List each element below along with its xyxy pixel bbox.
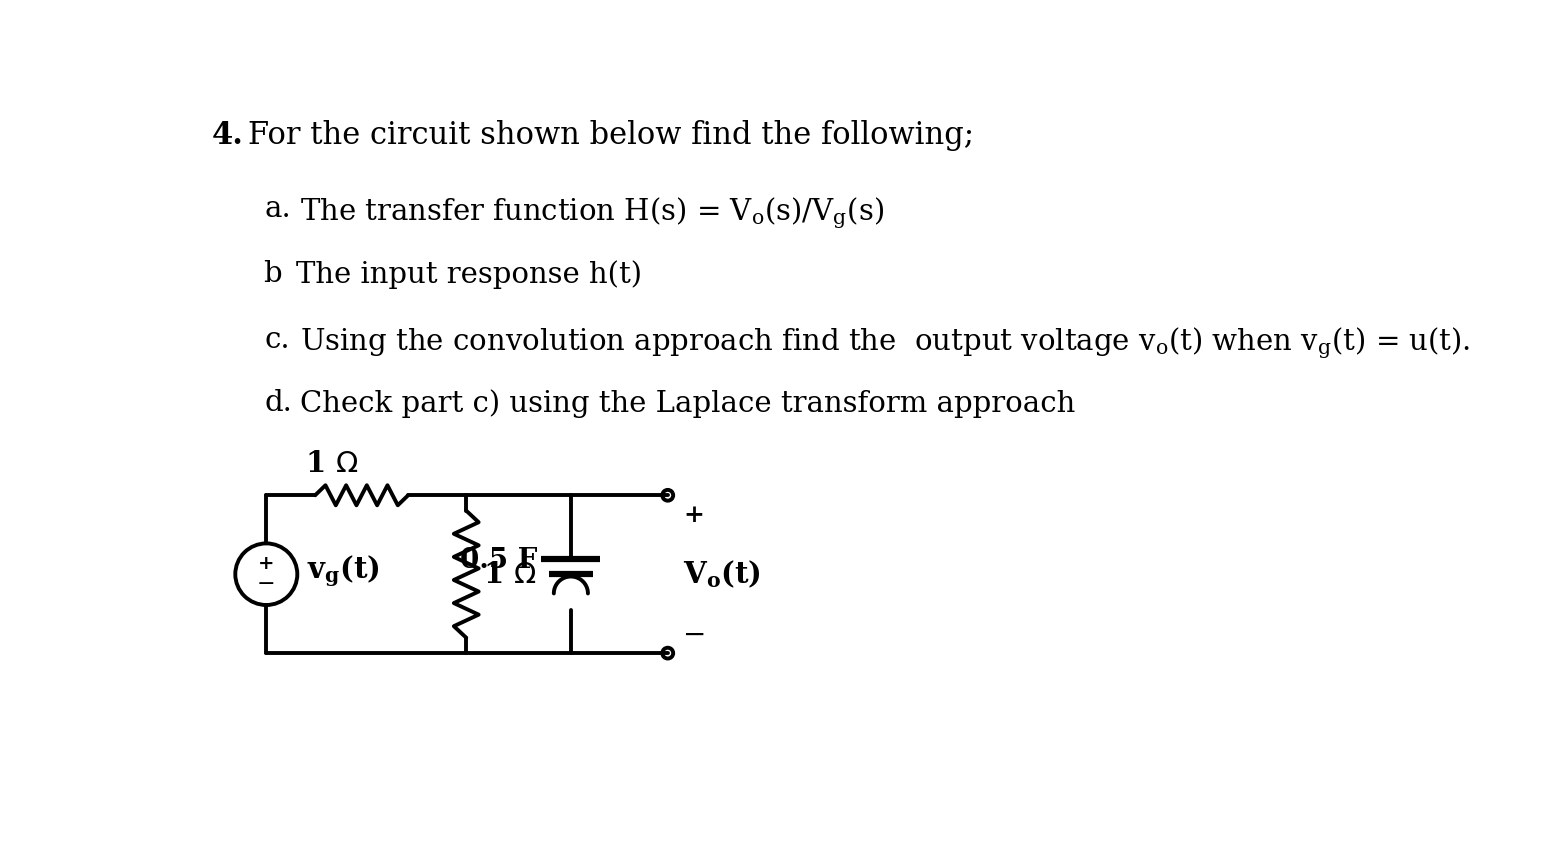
Text: a.: a.	[265, 195, 292, 223]
Circle shape	[663, 490, 674, 501]
Text: −: −	[683, 622, 707, 649]
Text: The transfer function H(s) = V$_\mathregular{o}$(s)/V$_\mathregular{g}$(s): The transfer function H(s) = V$_\mathreg…	[300, 195, 883, 231]
Text: c.: c.	[265, 326, 290, 354]
Text: For the circuit shown below find the following;: For the circuit shown below find the fol…	[248, 120, 973, 151]
Text: −: −	[257, 573, 276, 595]
Text: +: +	[257, 555, 275, 573]
Text: +: +	[683, 503, 704, 527]
Text: d.: d.	[265, 389, 293, 417]
Text: 1 $\Omega$: 1 $\Omega$	[306, 450, 359, 478]
Text: v$_\mathregular{g}$(t): v$_\mathregular{g}$(t)	[307, 553, 379, 589]
Circle shape	[663, 647, 674, 658]
Text: 4.: 4.	[212, 120, 243, 151]
Text: 1 $\Omega$: 1 $\Omega$	[484, 560, 537, 589]
Text: b: b	[264, 260, 282, 289]
Text: 0.5 F: 0.5 F	[460, 546, 538, 574]
Text: Using the convolution approach find the  output voltage v$_\mathregular{o}$(t) w: Using the convolution approach find the …	[300, 326, 1470, 361]
Text: V$_\mathregular{o}$(t): V$_\mathregular{o}$(t)	[683, 558, 761, 590]
Text: Check part c) using the Laplace transform approach: Check part c) using the Laplace transfor…	[300, 389, 1075, 418]
Text: The input response h(t): The input response h(t)	[296, 260, 641, 289]
